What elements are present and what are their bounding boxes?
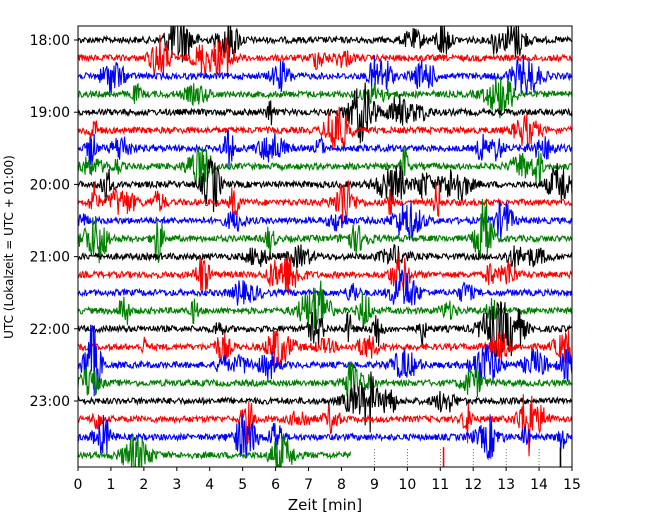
y-axis: 18:00 19:00 20:00 21:00 22:00 23:00	[30, 33, 78, 410]
x-tick-label: 14	[530, 477, 548, 493]
x-tick-label: 5	[238, 477, 247, 493]
trace-line	[78, 269, 572, 306]
y-tick-label: 20:00	[30, 177, 70, 193]
x-tick-label: 13	[497, 477, 515, 493]
x-tick-label: 0	[74, 477, 83, 493]
x-tick-label: 8	[337, 477, 346, 493]
x-axis-label: Zeit [min]	[288, 496, 362, 514]
y-tick-label: 21:00	[30, 250, 70, 266]
trace-line	[78, 180, 572, 223]
plot-frame	[77, 25, 573, 468]
trace-line	[78, 301, 572, 357]
x-tick-label: 10	[398, 477, 416, 493]
x-tick-label: 15	[563, 477, 581, 493]
x-tick-label: 2	[139, 477, 148, 493]
trace-line	[78, 371, 572, 433]
trace-line	[78, 106, 572, 150]
trace-line	[78, 76, 572, 119]
trace-line	[78, 198, 572, 264]
x-tick-label: 7	[304, 477, 313, 493]
seismic-traces	[78, 26, 572, 467]
trace-line	[78, 252, 572, 296]
trace-line	[78, 146, 572, 188]
y-tick-label: 22:00	[30, 322, 70, 338]
y-tick-label: 19:00	[30, 105, 70, 121]
trace-line	[78, 324, 572, 397]
trace-line	[78, 361, 572, 398]
trace-line	[78, 414, 572, 461]
trace-line	[78, 329, 572, 367]
trace-line	[78, 34, 572, 78]
trace-line	[78, 54, 572, 96]
x-tick-label: 12	[464, 477, 482, 493]
trace-line	[78, 82, 572, 144]
y-axis-label: UTC (Lokalzeit = UTC + 01:00)	[2, 155, 16, 339]
plot-area	[77, 25, 573, 468]
x-tick-label: 3	[172, 477, 181, 493]
trace-line	[78, 433, 352, 467]
trace-line	[78, 243, 572, 270]
x-axis: 0 1 2 3 4 5 6 7 8 9 10 11 12 13 14 15	[74, 467, 581, 493]
x-tick-label: 6	[271, 477, 280, 493]
trace-line	[78, 200, 572, 242]
x-tick-label: 1	[106, 477, 115, 493]
trace-line	[78, 158, 572, 213]
y-tick-label: 18:00	[30, 33, 70, 49]
x-tick-label: 4	[205, 477, 214, 493]
x-tick-label: 11	[431, 477, 449, 493]
x-tick-label: 9	[370, 477, 379, 493]
y-tick-label: 23:00	[30, 394, 70, 410]
trace-line	[78, 128, 572, 169]
